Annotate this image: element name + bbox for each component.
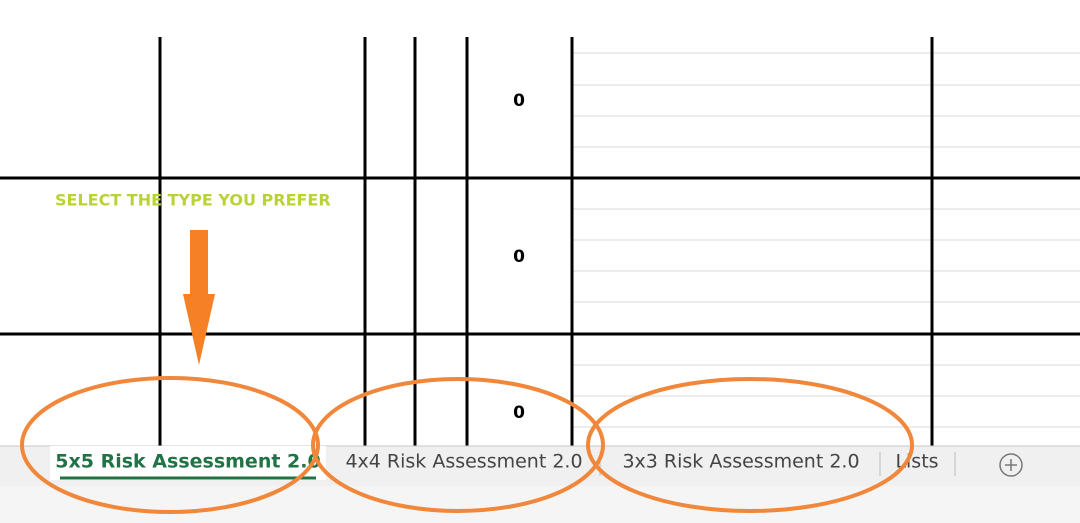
grid [0,37,1080,446]
cell-value: 0 [513,247,525,267]
arrow-head [183,294,215,365]
thin-rows [572,52,1080,428]
cell-value: 0 [513,91,525,111]
arrow-shaft [190,230,208,296]
highlight-oval [586,377,914,513]
highlight-oval [20,376,320,514]
add-circle[interactable] [999,453,1023,477]
arrow [183,230,215,365]
sheet-tab[interactable]: 3x3 Risk Assessment 2.0 [622,451,859,473]
add-sheet[interactable] [999,453,1023,477]
status-area [0,486,1080,523]
tab-bar: 5x5 Risk Assessment 2.0 4x4 Risk Assessm… [0,445,1080,523]
active-tab[interactable] [50,446,326,480]
cell-value: 0 [513,403,525,423]
sheet-tab[interactable]: Lists [895,451,938,473]
annotation: SELECT THE TYPE YOU PREFER [55,191,331,210]
sheet-tab[interactable]: 4x4 Risk Assessment 2.0 [345,451,582,473]
sheet-tab[interactable]: 5x5 Risk Assessment 2.0 [55,451,320,473]
highlight-oval [311,377,605,513]
